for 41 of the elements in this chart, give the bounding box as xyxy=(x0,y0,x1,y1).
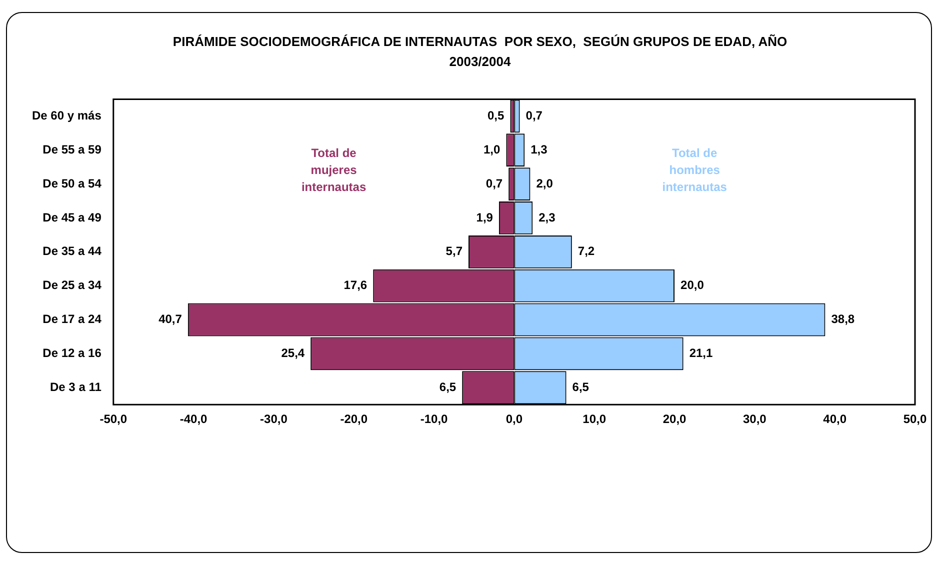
data-label: 2,3 xyxy=(538,210,556,224)
y-tick-label: De 12 a 16 xyxy=(42,346,102,360)
y-tick-label: De 25 a 34 xyxy=(42,278,102,292)
data-label: 21,1 xyxy=(689,346,714,360)
data-label: 20,0 xyxy=(680,278,704,292)
x-tick-label: 0,0 xyxy=(506,412,523,426)
x-tick-label: 30,0 xyxy=(742,412,767,426)
data-label: 0,7 xyxy=(526,108,543,122)
x-tick-label: -30,0 xyxy=(260,412,288,426)
y-tick-label: De 45 a 49 xyxy=(42,210,102,224)
chart-title: PIRÁMIDE SOCIODEMOGRÁFICA DE INTERNAUTAS POR SEXO, SEGÚN GRUPOS DE EDAD, AÑO 2003/2004 xyxy=(172,33,788,71)
data-label: 1,3 xyxy=(530,142,548,156)
x-tick-label: 10,0 xyxy=(582,412,606,426)
data-label: 5,7 xyxy=(446,244,463,258)
data-label: 6,5 xyxy=(439,380,456,394)
y-tick-label: De 60 y más xyxy=(32,108,102,122)
data-label: 17,6 xyxy=(344,278,368,292)
data-label: 0,5 xyxy=(487,108,505,122)
x-tick-label: 50,0 xyxy=(903,412,927,426)
text: Total de mujeres internautas xyxy=(301,146,366,194)
x-tick-label: 20,0 xyxy=(662,412,687,426)
y-tick-label: De 55 a 59 xyxy=(42,142,102,156)
data-label: 40,7 xyxy=(158,312,182,326)
data-label: 38,8 xyxy=(831,312,855,326)
text: Total de hombres internautas xyxy=(662,146,728,194)
x-tick-label: -10,0 xyxy=(420,412,448,426)
data-label: 0,7 xyxy=(486,176,503,190)
y-tick-label: De 3 a 11 xyxy=(50,380,102,394)
x-tick-label: -50,0 xyxy=(100,412,128,426)
y-tick-label: De 50 a 54 xyxy=(42,176,102,190)
data-label: 1,9 xyxy=(476,210,494,224)
x-tick-label: -20,0 xyxy=(340,412,368,426)
y-tick-label: De 17 a 24 xyxy=(42,312,102,326)
y-tick-label: De 35 a 44 xyxy=(42,244,102,258)
x-tick-label: 40,0 xyxy=(823,412,847,426)
data-label: 25,4 xyxy=(281,346,305,360)
x-tick-label: -40,0 xyxy=(180,412,208,426)
data-label: 1,0 xyxy=(483,142,500,156)
data-label: 6,5 xyxy=(572,380,590,394)
data-label: 2,0 xyxy=(536,176,554,190)
data-label: 7,2 xyxy=(578,244,595,258)
